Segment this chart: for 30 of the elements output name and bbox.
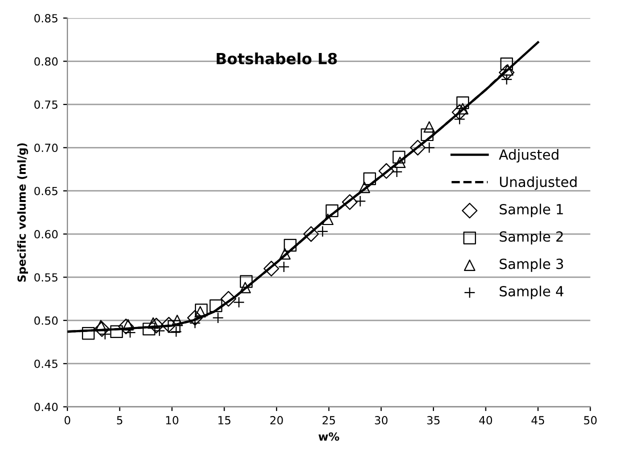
x-tick-label: 5: [117, 416, 122, 424]
x-tick-label: 10: [166, 416, 178, 424]
y-tick-label: 0.45: [34, 360, 58, 368]
legend-label: Unadjusted: [500, 176, 577, 190]
y-tick-label: 0.85: [34, 14, 58, 22]
x-tick-label: 20: [270, 416, 283, 424]
legend-label: Sample 3: [500, 258, 564, 272]
y-tick-label: 0.50: [34, 316, 58, 325]
y-tick-label: 0.75: [34, 100, 58, 109]
x-tick-label: 30: [374, 416, 388, 424]
y-axis-title: Specific volume (ml/g): [17, 143, 28, 282]
legend-label: Adjusted: [498, 149, 558, 162]
x-tick-label: 50: [584, 416, 597, 424]
y-tick-label: 0.65: [34, 186, 58, 196]
y-tick-label: 0.55: [34, 273, 58, 282]
y-tick-label: 0.80: [34, 57, 58, 66]
legend-label: Sample 4: [500, 286, 564, 300]
x-tick-label: 15: [218, 416, 230, 424]
legend-label: Sample 1: [500, 204, 563, 218]
x-tick-label: 40: [479, 416, 492, 424]
x-tick-label: 0: [64, 416, 70, 424]
y-tick-label: 0.60: [34, 230, 58, 238]
legend-label: Sample 2: [500, 231, 563, 244]
x-axis-title: w%: [318, 432, 340, 441]
x-tick-label: 35: [427, 416, 440, 424]
x-tick-label: 45: [531, 416, 544, 424]
x-tick-label: 25: [322, 416, 335, 424]
y-tick-label: 0.40: [34, 402, 58, 412]
text: Botshabelo L8: [216, 52, 337, 64]
y-tick-label: 0.70: [34, 144, 58, 152]
